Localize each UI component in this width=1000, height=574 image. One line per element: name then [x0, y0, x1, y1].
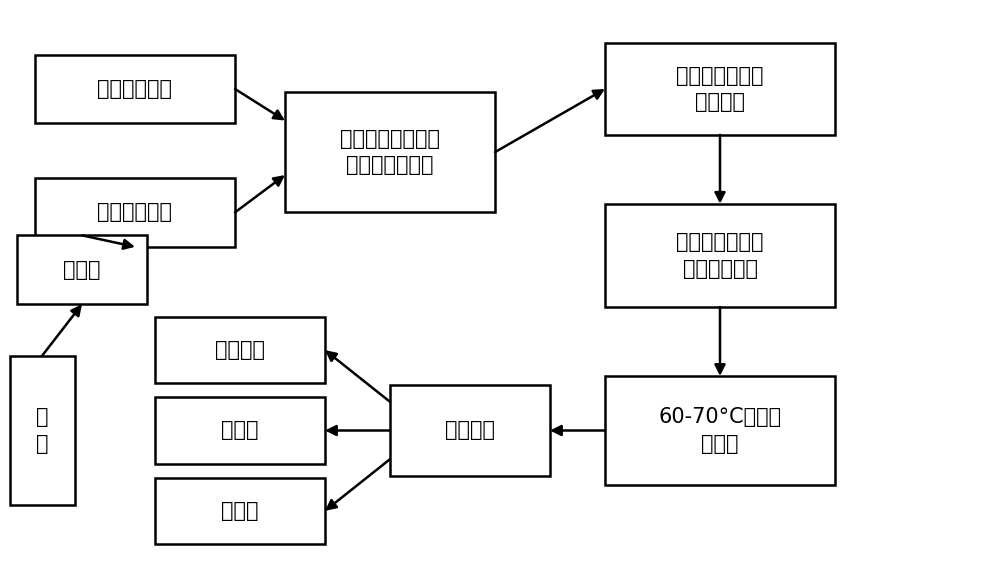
Text: 盐酸肼: 盐酸肼 — [63, 260, 101, 280]
Bar — [35, 178, 235, 247]
Bar — [605, 376, 835, 485]
Text: 二乙基肼: 二乙基肼 — [215, 340, 265, 360]
Text: 水合肼: 水合肼 — [221, 501, 259, 521]
Text: 常压蒸馏: 常压蒸馏 — [445, 421, 495, 440]
Bar — [605, 43, 835, 135]
Text: 减压蒸馏脱除残
余的乙醇和水: 减压蒸馏脱除残 余的乙醇和水 — [676, 232, 764, 278]
Text: 盐酸乙醇溶液: 盐酸乙醇溶液 — [98, 79, 173, 99]
Bar — [17, 235, 147, 304]
Text: 在微通道中进行连
续的烷基化反应: 在微通道中进行连 续的烷基化反应 — [340, 129, 440, 175]
Bar — [285, 92, 495, 212]
Text: 乙基肼: 乙基肼 — [221, 421, 259, 440]
Text: 60-70°C进行液
碱游离: 60-70°C进行液 碱游离 — [658, 408, 782, 453]
Bar — [10, 356, 74, 505]
Text: 常压蒸馏回收乙
醇混合液: 常压蒸馏回收乙 醇混合液 — [676, 66, 764, 112]
Bar — [155, 397, 325, 464]
Text: 盐
酸: 盐 酸 — [36, 408, 48, 453]
Bar — [155, 317, 325, 383]
Bar — [155, 478, 325, 544]
Text: 盐酸肼水溶液: 盐酸肼水溶液 — [98, 203, 173, 222]
Bar — [390, 385, 550, 476]
Bar — [35, 55, 235, 123]
Bar — [605, 204, 835, 307]
